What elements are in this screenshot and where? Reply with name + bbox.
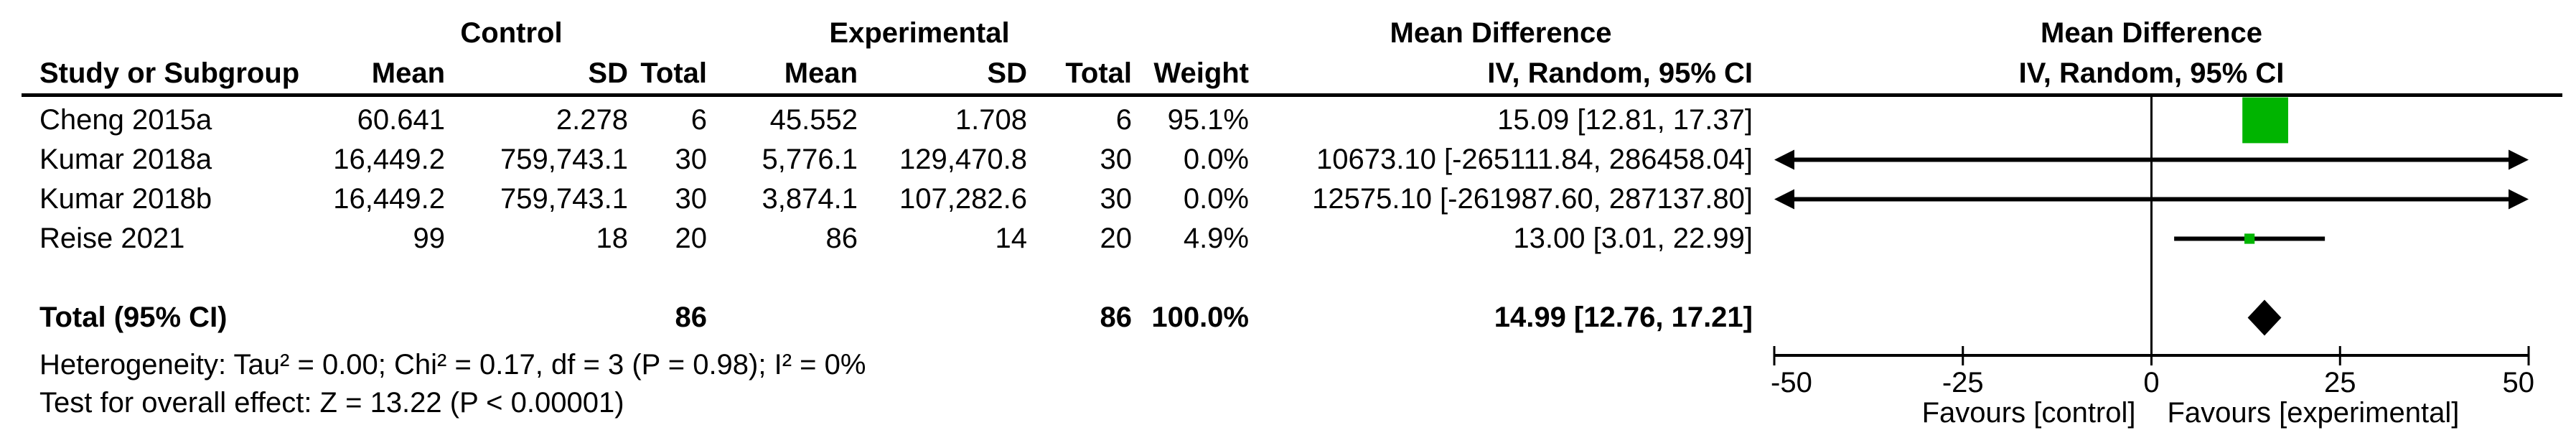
table-row-2-study: Kumar 2018b <box>39 183 212 215</box>
table-row-3-sd-c: 18 <box>596 223 629 254</box>
table-row-2-total-c: 30 <box>675 183 708 215</box>
total-row-total-c: 86 <box>675 302 708 333</box>
header-control-total: Total <box>640 57 707 89</box>
table-row-2-sd-c: 759,743.1 <box>500 183 628 215</box>
table-row-1-md: 10673.10 [-265111.84, 286458.04] <box>1316 144 1753 175</box>
total-row-study: Total (95% CI) <box>39 302 228 333</box>
header-experimental-mean: Mean <box>784 57 858 89</box>
table-row-1-total-e: 30 <box>1100 144 1133 175</box>
table-row-0-mean-e: 45.552 <box>769 104 858 136</box>
table-row-3-study: Reise 2021 <box>39 223 185 254</box>
table-row-1-sd-c: 759,743.1 <box>500 144 628 175</box>
heterogeneity-footnote: Heterogeneity: Tau² = 0.00; Chi² = 0.17,… <box>39 349 866 381</box>
table-row-2-mean-e: 3,874.1 <box>762 183 858 215</box>
table-row-0-sd-c: 2.278 <box>556 104 628 136</box>
table-row-3-md: 13.00 [3.01, 22.99] <box>1513 223 1753 254</box>
header-experimental-sd: SD <box>987 57 1027 89</box>
table-row-1-sd-e: 129,470.8 <box>899 144 1027 175</box>
table-row-2-sd-e: 107,282.6 <box>899 183 1027 215</box>
axis-tick-label: 25 <box>2324 367 2356 398</box>
total-row-weight: 100.0% <box>1151 302 1249 333</box>
table-row-2-md: 12575.10 [-261987.60, 287137.80] <box>1312 183 1753 215</box>
header-separator-line <box>22 93 2562 97</box>
axis-tick-label: 50 <box>2503 367 2535 398</box>
table-row-3-mean-c: 99 <box>413 223 446 254</box>
table-row-3-total-c: 20 <box>675 223 708 254</box>
arrow-left <box>1774 149 1794 170</box>
table-row-0-total-c: 6 <box>690 104 707 136</box>
table-row-0-md: 15.09 [12.81, 17.37] <box>1497 104 1753 136</box>
arrow-left <box>1774 189 1794 210</box>
header-control-mean: Mean <box>371 57 445 89</box>
table-row-2-weight: 0.0% <box>1183 183 1249 215</box>
table-row-0-sd-e: 1.708 <box>955 104 1027 136</box>
effect-square <box>2244 233 2255 244</box>
table-row-0-weight: 95.1% <box>1167 104 1249 136</box>
table-row-3-mean-e: 86 <box>825 223 858 254</box>
table-row-1-weight: 0.0% <box>1183 144 1249 175</box>
table-row-2-mean-c: 16,449.2 <box>333 183 445 215</box>
table-row-3-weight: 4.9% <box>1183 223 1249 254</box>
favours-left-label: Favours [control] <box>1922 397 2136 429</box>
total-row-total-e: 86 <box>1100 302 1133 333</box>
forest-plot-canvas: -50 -25 0 25 50 Favours [control] Favours [exp… <box>1771 95 2535 429</box>
header-mean-difference-text-column: Mean Difference <box>1390 17 1612 49</box>
table-row-1-study: Kumar 2018a <box>39 144 212 175</box>
forest-plot-table: Control Experimental Mean Difference Stu… <box>0 13 1753 337</box>
table-row-2-total-e: 30 <box>1100 183 1133 215</box>
axis-tick-label: -50 <box>1771 367 1812 398</box>
header-iv-random-ci-text: IV, Random, 95% CI <box>1487 57 1753 89</box>
table-row-0-total-e: 6 <box>1115 104 1132 136</box>
arrow-right <box>2509 189 2529 210</box>
summary-diamond <box>2247 299 2282 336</box>
favours-right-label: Favours [experimental] <box>2168 397 2460 429</box>
total-row-md: 14.99 [12.76, 17.21] <box>1494 302 1753 333</box>
header-study-or-subgroup: Study or Subgroup <box>39 57 300 89</box>
axis-tick-label: -25 <box>1942 367 1984 398</box>
overall-effect-footnote: Test for overall effect: Z = 13.22 (P < … <box>39 387 624 419</box>
table-row-1-mean-c: 16,449.2 <box>333 144 445 175</box>
table-row-3-sd-e: 14 <box>995 223 1028 254</box>
table-row-1-mean-e: 5,776.1 <box>762 144 858 175</box>
table-row-3-total-e: 20 <box>1100 223 1133 254</box>
header-control-sd: SD <box>588 57 628 89</box>
header-control-group: Control <box>460 17 563 49</box>
table-row-0-study: Cheng 2015a <box>39 104 212 136</box>
plot-header-iv-random-ci: IV, Random, 95% CI <box>2018 57 2285 89</box>
axis-tick-label: 0 <box>2143 367 2159 398</box>
table-row-1-total-c: 30 <box>675 144 708 175</box>
header-experimental-group: Experimental <box>829 17 1010 49</box>
plot-header-mean-difference: Mean Difference <box>2041 17 2262 49</box>
arrow-right <box>2509 149 2529 170</box>
header-experimental-total: Total <box>1065 57 1132 89</box>
table-row-0-mean-c: 60.641 <box>357 104 445 136</box>
header-weight: Weight <box>1153 57 1249 89</box>
effect-square <box>2242 97 2288 144</box>
